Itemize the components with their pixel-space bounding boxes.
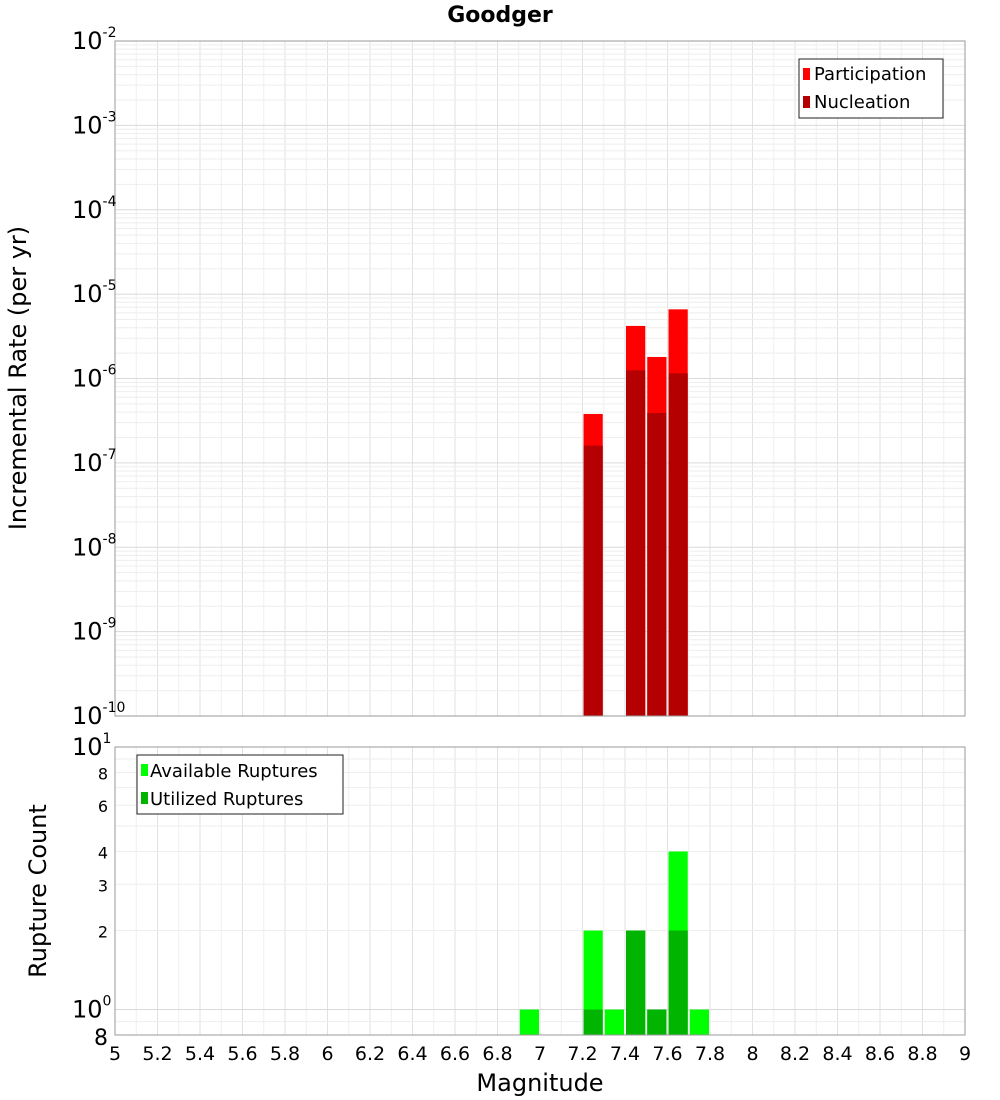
top-bars	[583, 309, 688, 716]
available-ruptures-bar	[689, 1009, 709, 1035]
x-axis-label: Magnitude	[476, 1069, 603, 1097]
x-tick-label: 7	[534, 1043, 546, 1065]
top-y-tick-label: 10-10	[72, 700, 125, 730]
participation-legend-swatch	[803, 68, 810, 80]
bottom-y-tick-label: 4	[98, 843, 108, 862]
top-y-tick-label: 10-7	[72, 447, 117, 477]
bottom-y-tick-label: 6	[98, 797, 108, 816]
bottom-y-tick-label: 101	[72, 731, 111, 761]
x-tick-label: 5.4	[185, 1043, 215, 1065]
top-grid	[115, 41, 965, 716]
bottom-legend: Available Ruptures Utilized Ruptures	[136, 754, 344, 815]
utilized-ruptures-bar	[668, 930, 688, 1035]
top-legend-box	[798, 58, 944, 119]
utilized-ruptures-bar	[647, 1009, 667, 1035]
x-tick-label: 6.6	[440, 1043, 470, 1065]
available-ruptures-legend-label: Available Ruptures	[150, 761, 318, 782]
x-tick-label: 7.4	[610, 1043, 640, 1065]
x-tick-label: 7.6	[652, 1043, 682, 1065]
x-tick-label: 6.4	[397, 1043, 427, 1065]
x-tick-label: 7.2	[567, 1043, 597, 1065]
top-y-axis-label: Incremental Rate (per yr)	[4, 226, 32, 530]
x-tick-label: 5.2	[142, 1043, 172, 1065]
available-ruptures-bar	[604, 1009, 624, 1035]
available-ruptures-legend-swatch	[141, 764, 148, 776]
chart-title: Goodger	[447, 3, 553, 28]
nucleation-bar	[647, 413, 667, 716]
x-ticks: 5 5.2 5.4 5.6 5.8 6 6.2 6.4 6.6 6.8 7 7.2 7.4 7.6 7.8 8…	[109, 1043, 971, 1065]
top-y-tick-label: 10-3	[72, 109, 117, 139]
x-tick-label: 5	[109, 1043, 121, 1065]
available-ruptures-bar	[519, 1009, 539, 1035]
x-tick-label: 8.4	[822, 1043, 852, 1065]
bottom-y-axis-label: Rupture Count	[24, 804, 52, 978]
bottom-y-tick-label: 3	[98, 876, 108, 895]
bottom-y-tick-label: 8	[98, 764, 108, 783]
top-plot-border	[114, 40, 966, 717]
nucleation-legend-swatch	[803, 96, 810, 108]
top-legend: Participation Nucleation	[798, 58, 944, 119]
utilized-ruptures-bar	[626, 930, 646, 1035]
utilized-ruptures-legend-swatch	[141, 792, 148, 804]
x-tick-label: 6	[321, 1043, 333, 1065]
x-tick-label: 5.6	[227, 1043, 257, 1065]
bottom-bars	[519, 851, 709, 1035]
top-y-tick-label: 10-6	[72, 363, 117, 393]
bottom-y-tick-label: 2	[98, 923, 108, 942]
available-ruptures-bar	[583, 930, 603, 1035]
bottom-plot-border	[114, 746, 966, 1036]
bottom-y-tick-label: 8	[94, 1026, 108, 1051]
nucleation-bar	[626, 370, 646, 716]
top-y-tick-label: 10-4	[72, 194, 117, 224]
x-tick-label: 8.8	[907, 1043, 937, 1065]
utilized-ruptures-legend-label: Utilized Ruptures	[150, 789, 303, 810]
bottom-y-tick-label: 100	[72, 994, 111, 1024]
top-y-tick-label: 10-2	[72, 25, 117, 55]
x-tick-label: 9	[959, 1043, 971, 1065]
x-tick-label: 8	[746, 1043, 758, 1065]
bottom-grid	[115, 747, 965, 1035]
participation-legend-label: Participation	[814, 64, 926, 85]
nucleation-bar	[583, 445, 603, 716]
top-y-tick-label: 10-9	[72, 616, 117, 646]
x-tick-label: 6.8	[482, 1043, 512, 1065]
x-tick-label: 5.8	[270, 1043, 300, 1065]
x-tick-label: 6.2	[355, 1043, 385, 1065]
utilized-ruptures-bar	[583, 1009, 603, 1035]
top-y-tick-label: 10-5	[72, 278, 117, 308]
x-tick-label: 7.8	[695, 1043, 725, 1065]
nucleation-bar	[668, 373, 688, 716]
bottom-legend-box	[136, 754, 344, 815]
nucleation-legend-label: Nucleation	[814, 92, 910, 113]
top-y-tick-label: 10-8	[72, 531, 117, 561]
top-y-ticks: 10-10 10-9 10-8 10-7 10-6 10-5 10-4 10-3 10-2	[72, 25, 125, 730]
x-tick-label: 8.6	[865, 1043, 895, 1065]
x-tick-label: 8.2	[780, 1043, 810, 1065]
